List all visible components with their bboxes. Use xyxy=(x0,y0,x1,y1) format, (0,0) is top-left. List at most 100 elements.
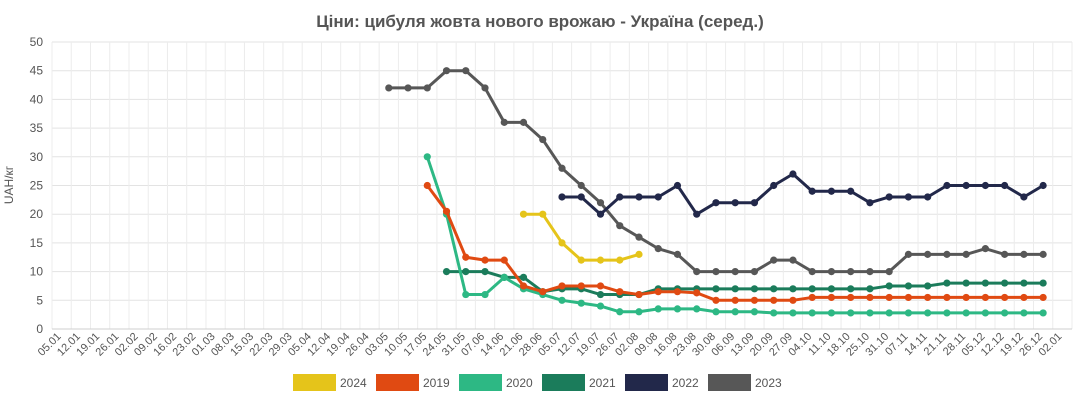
data-point-2023 xyxy=(500,118,508,126)
data-point-2020 xyxy=(616,308,624,316)
data-point-2022 xyxy=(924,193,932,201)
data-point-2019 xyxy=(866,293,874,302)
data-point-2021 xyxy=(731,285,739,293)
data-point-2021 xyxy=(462,268,470,276)
data-point-2021 xyxy=(596,290,605,299)
y-tick-label: 10 xyxy=(30,265,44,279)
data-point-2019 xyxy=(519,282,528,290)
data-point-2019 xyxy=(962,293,970,302)
series-layer xyxy=(385,67,1047,317)
data-point-2022 xyxy=(1001,181,1009,190)
data-point-2023 xyxy=(635,233,643,241)
data-point-2022 xyxy=(789,170,797,178)
data-point-2021 xyxy=(442,268,451,276)
data-point-2020 xyxy=(462,290,470,299)
data-point-2023 xyxy=(847,268,855,276)
data-point-2023 xyxy=(442,67,451,75)
data-point-2019 xyxy=(577,282,585,290)
data-point-2021 xyxy=(962,279,970,287)
data-point-2020 xyxy=(693,305,701,313)
data-point-2019 xyxy=(539,288,547,296)
data-point-2023 xyxy=(423,84,431,92)
data-point-2023 xyxy=(866,268,874,276)
data-point-2023 xyxy=(1039,250,1047,258)
data-point-2023 xyxy=(654,245,662,253)
data-point-2019 xyxy=(635,290,643,299)
data-point-2019 xyxy=(1039,293,1047,302)
data-point-2020 xyxy=(654,305,662,313)
data-point-2023 xyxy=(539,135,547,144)
data-point-2023 xyxy=(616,222,624,230)
data-point-2024 xyxy=(519,210,528,218)
legend-label: 2022 xyxy=(672,376,699,390)
legend-swatch xyxy=(542,374,585,391)
series-2024 xyxy=(519,210,643,264)
data-point-2022 xyxy=(596,210,605,218)
data-point-2019 xyxy=(442,207,451,215)
data-point-2019 xyxy=(693,289,701,297)
data-point-2021 xyxy=(808,285,816,293)
data-point-2022 xyxy=(693,210,701,218)
data-point-2023 xyxy=(385,84,393,92)
data-point-2020 xyxy=(904,309,913,317)
y-tick-label: 20 xyxy=(30,207,44,221)
data-point-2021 xyxy=(827,285,836,293)
data-point-2023 xyxy=(943,250,951,258)
data-point-2020 xyxy=(673,305,682,313)
data-point-2020 xyxy=(750,308,759,316)
data-point-2021 xyxy=(943,279,951,287)
data-point-2022 xyxy=(1020,193,1028,201)
data-point-2023 xyxy=(404,84,412,92)
legend-label: 2023 xyxy=(755,376,782,390)
y-tick-label: 25 xyxy=(30,179,44,193)
data-point-2021 xyxy=(904,282,913,290)
y-tick-label: 15 xyxy=(30,236,44,250)
data-point-2019 xyxy=(596,282,605,290)
data-point-2022 xyxy=(962,181,970,190)
grid-layer xyxy=(51,41,1073,330)
data-point-2020 xyxy=(1039,309,1047,317)
data-point-2019 xyxy=(558,282,566,290)
data-point-2021 xyxy=(981,279,989,287)
data-point-2019 xyxy=(808,293,816,302)
data-point-2024 xyxy=(616,256,624,264)
legend-item-2022: 2022 xyxy=(625,374,699,391)
data-point-2020 xyxy=(981,309,989,317)
data-point-2024 xyxy=(577,256,585,264)
data-point-2019 xyxy=(481,256,489,264)
data-point-2021 xyxy=(519,273,528,281)
data-point-2020 xyxy=(1020,309,1028,317)
data-point-2019 xyxy=(847,293,855,302)
data-point-2022 xyxy=(654,193,662,201)
series-2022 xyxy=(558,170,1047,218)
data-point-2023 xyxy=(673,250,682,258)
legend-swatch xyxy=(708,374,751,391)
data-point-2022 xyxy=(1039,181,1047,190)
series-line-2023 xyxy=(387,69,1045,274)
data-point-2020 xyxy=(712,308,720,316)
legend-swatch xyxy=(376,374,419,391)
y-tick-label: 35 xyxy=(30,121,44,135)
data-point-2021 xyxy=(750,285,759,293)
data-point-2020 xyxy=(885,309,893,317)
y-axis-label: UAH/кг xyxy=(2,165,16,204)
legend-swatch xyxy=(293,374,336,391)
data-point-2023 xyxy=(789,256,797,264)
data-point-2021 xyxy=(1039,279,1047,287)
data-point-2019 xyxy=(712,296,720,304)
data-point-2023 xyxy=(827,268,836,276)
data-point-2022 xyxy=(635,193,643,201)
legend-label: 2024 xyxy=(340,376,367,390)
data-point-2023 xyxy=(519,118,528,126)
series-2020 xyxy=(423,153,1047,317)
data-point-2020 xyxy=(731,308,739,316)
data-point-2021 xyxy=(847,285,855,293)
data-point-2022 xyxy=(827,187,836,195)
data-point-2019 xyxy=(673,288,682,296)
data-point-2022 xyxy=(616,193,624,201)
data-point-2020 xyxy=(558,296,566,304)
data-point-2023 xyxy=(481,84,489,92)
data-point-2021 xyxy=(1020,279,1028,287)
